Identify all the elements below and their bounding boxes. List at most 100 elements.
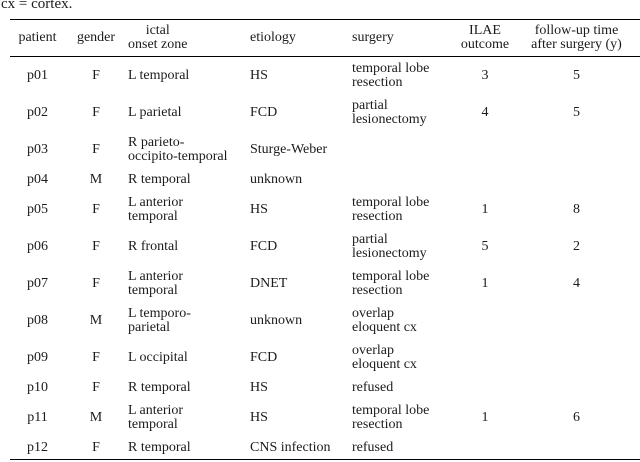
table-row-p03: p03 F R parieto- occipito-temporal Sturg… (10, 131, 640, 168)
cell-onset-zone: R temporal (128, 171, 191, 187)
col-header-surgery: surgery (352, 30, 394, 45)
table-row-p11: p11 M L anterior temporal HS temporal lo… (10, 399, 640, 436)
cell-surgery: partial lesionectomy (352, 97, 427, 127)
cell-followup-time: 8 (573, 201, 580, 217)
cell-onset-zone: L occipital (128, 349, 188, 365)
cell-onset-zone: L anterior temporal (128, 194, 184, 224)
cell-onset-zone: L anterior temporal (128, 402, 184, 432)
cell-gender: F (92, 67, 100, 83)
cell-surgery: temporal lobe resection (352, 60, 430, 90)
table-row-p01: p01 F L temporal HS temporal lobe resect… (10, 57, 640, 95)
col-header-patient: patient (18, 30, 57, 45)
col-header-ictal-onset-zone-label: ictal onset zone (128, 23, 188, 52)
cell-patient: p05 (27, 201, 48, 217)
cell-surgery: temporal lobe resection (352, 402, 430, 432)
col-header-ilae-outcome: ILAE outcome (460, 23, 510, 52)
cell-patient: p08 (27, 312, 48, 328)
cell-surgery (349, 131, 457, 168)
cell-surgery: overlap eloquent cx (352, 342, 417, 372)
cell-gender: F (92, 141, 100, 157)
cell-onset-zone: R temporal (128, 379, 191, 395)
cell-surgery: partial lesionectomy (352, 231, 427, 261)
table-row-p08: p08 M L temporo- parietal unknown overla… (10, 302, 640, 339)
cell-surgery: temporal lobe resection (352, 268, 430, 298)
cell-etiology: HS (250, 201, 268, 217)
table-row-p04: p04 M R temporal unknown (10, 168, 640, 191)
cell-ilae-outcome: 1 (481, 275, 489, 291)
cell-ilae-outcome (457, 376, 513, 399)
cell-followup-time: 2 (573, 238, 580, 254)
cell-gender: F (92, 238, 100, 254)
cell-patient: p07 (27, 275, 48, 291)
cell-followup-time: 4 (573, 275, 580, 291)
table-row-p10: p10 F R temporal HS refused (10, 376, 640, 399)
cell-followup-time (513, 302, 640, 339)
cell-ilae-outcome (457, 131, 513, 168)
cell-ilae-outcome: 1 (481, 409, 489, 425)
cell-surgery: overlap eloquent cx (352, 305, 417, 335)
col-header-ictal-onset-zone: ictal onset zone (127, 20, 249, 57)
cell-ilae-outcome (457, 168, 513, 191)
cell-etiology: FCD (250, 349, 278, 365)
header-row: patient gender ictal onset zone etiology… (10, 20, 640, 57)
cell-gender: F (92, 379, 100, 395)
cell-onset-zone: L temporo- parietal (128, 305, 191, 335)
cell-gender: F (92, 201, 100, 217)
cell-ilae-outcome (457, 302, 513, 339)
cell-ilae-outcome (457, 436, 513, 460)
cell-gender: M (89, 312, 103, 328)
cell-ilae-outcome (457, 339, 513, 376)
cell-gender: M (89, 409, 103, 425)
cell-gender: F (92, 275, 100, 291)
patient-outcomes-table: patient gender ictal onset zone etiology… (10, 19, 640, 460)
col-header-gender: gender (76, 30, 116, 45)
cell-ilae-outcome: 3 (481, 67, 489, 83)
cell-patient: p02 (27, 104, 48, 120)
cell-onset-zone: R frontal (128, 238, 179, 254)
table-row-p02: p02 F L parietal FCD partial lesionectom… (10, 94, 640, 131)
cell-etiology: Sturge-Weber (250, 141, 328, 157)
col-header-followup-time: follow-up time after surgery (y) (531, 23, 622, 52)
cell-surgery: temporal lobe resection (352, 194, 430, 224)
cell-followup-time (513, 168, 640, 191)
cell-surgery: refused (352, 439, 394, 455)
cell-patient: p11 (27, 409, 48, 425)
cell-etiology: DNET (250, 275, 288, 291)
cell-etiology: CNS infection (250, 439, 331, 455)
table-row-p12: p12 F R temporal CNS infection refused (10, 436, 640, 460)
cell-surgery (349, 168, 457, 191)
cell-patient: p03 (27, 141, 48, 157)
cell-etiology: unknown (250, 171, 303, 187)
cell-onset-zone: L anterior temporal (128, 268, 184, 298)
cell-etiology: FCD (250, 104, 278, 120)
table-row-p09: p09 F L occipital FCD overlap eloquent c… (10, 339, 640, 376)
cell-gender: M (89, 171, 103, 187)
cell-onset-zone: L parietal (128, 104, 182, 120)
cell-followup-time: 5 (573, 67, 580, 83)
cell-patient: p04 (27, 171, 48, 187)
cell-followup-time: 5 (573, 104, 580, 120)
cell-gender: F (92, 104, 100, 120)
cell-patient: p06 (27, 238, 48, 254)
table-caption-fragment: cx = cortex. (1, 0, 73, 12)
cell-ilae-outcome: 5 (481, 238, 489, 254)
cell-onset-zone: R temporal (128, 439, 191, 455)
cell-patient: p09 (27, 349, 48, 365)
cell-etiology: HS (250, 67, 268, 83)
cell-patient: p12 (27, 439, 48, 455)
cell-etiology: unknown (250, 312, 303, 328)
cell-followup-time (513, 339, 640, 376)
cell-ilae-outcome: 1 (481, 201, 489, 217)
table-row-p07: p07 F L anterior temporal DNET temporal … (10, 265, 640, 302)
cell-ilae-outcome: 4 (481, 104, 489, 120)
cell-followup-time (513, 436, 640, 460)
table-row-p06: p06 F R frontal FCD partial lesionectomy… (10, 228, 640, 265)
cell-gender: F (92, 349, 100, 365)
cell-surgery: refused (352, 379, 394, 395)
cell-etiology: HS (250, 379, 268, 395)
cell-etiology: FCD (250, 238, 278, 254)
cell-patient: p10 (27, 379, 48, 395)
cell-gender: F (92, 439, 100, 455)
cell-patient: p01 (27, 67, 48, 83)
